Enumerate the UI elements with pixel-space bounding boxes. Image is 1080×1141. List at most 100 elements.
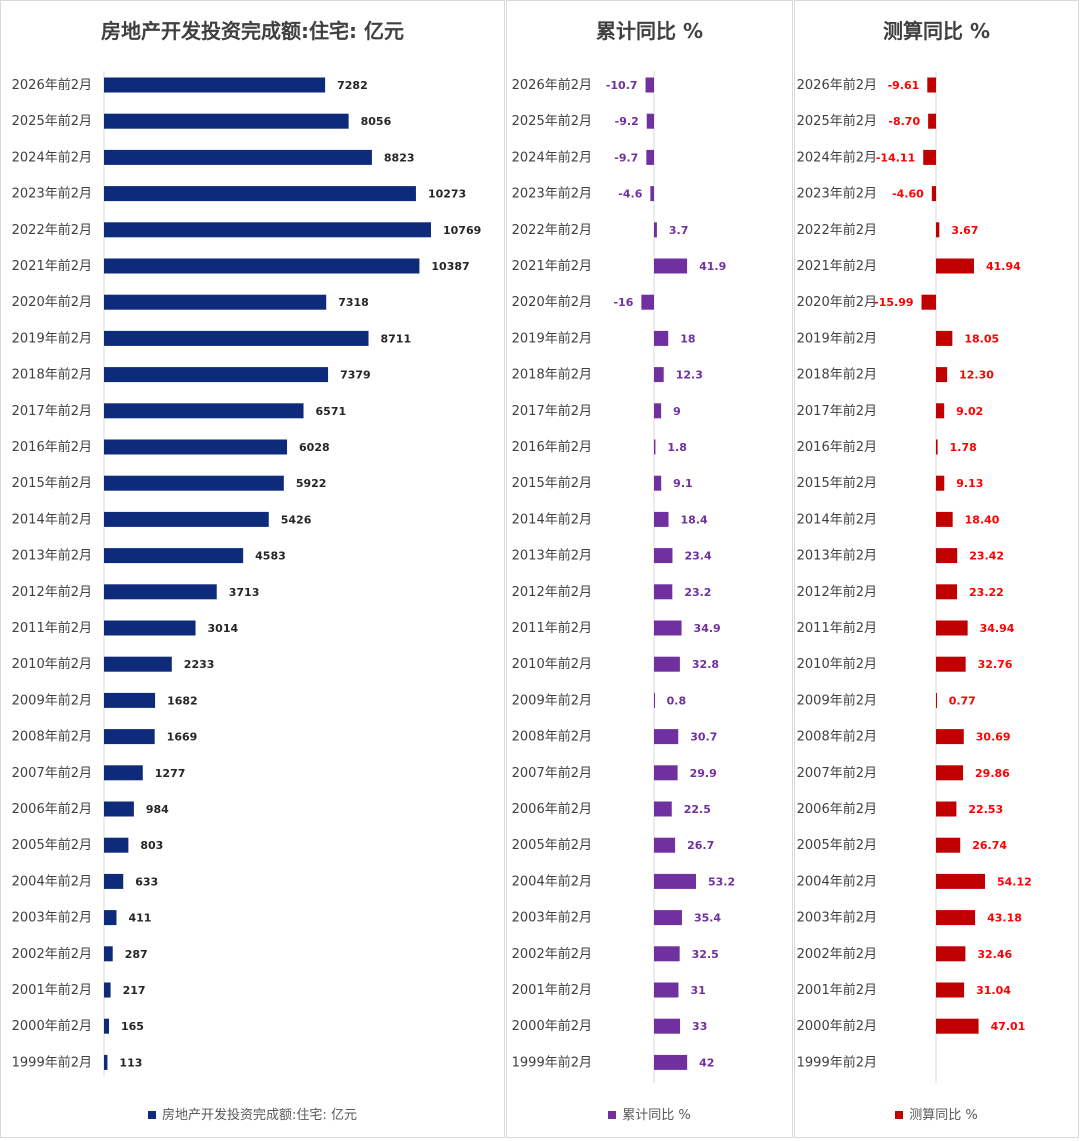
bar — [654, 1054, 688, 1070]
bar — [936, 475, 945, 491]
data-label: 32.46 — [977, 948, 1012, 961]
category-label: 2006年前2月 — [797, 801, 877, 817]
data-label: 3.67 — [951, 224, 978, 237]
category-label: 2015年前2月 — [12, 475, 92, 491]
category-label: 2017年前2月 — [512, 403, 592, 419]
bar — [104, 113, 349, 129]
bar — [654, 873, 696, 889]
category-label: 2023年前2月 — [512, 186, 592, 202]
data-label: 42 — [699, 1056, 714, 1069]
data-label: 8056 — [361, 115, 392, 128]
bar — [654, 801, 672, 817]
legend: 测算同比 % — [795, 1104, 1078, 1123]
bar — [104, 910, 117, 926]
legend-swatch — [148, 1111, 157, 1119]
bar — [936, 801, 957, 817]
data-label: 7379 — [340, 369, 371, 382]
category-label: 2019年前2月 — [12, 330, 92, 346]
bar — [936, 584, 958, 600]
bar — [104, 403, 304, 419]
category-label: 2026年前2月 — [512, 77, 592, 93]
data-label: 7318 — [338, 296, 369, 309]
category-label: 2021年前2月 — [797, 258, 877, 274]
category-label: 2005年前2月 — [797, 837, 877, 853]
bar-chart-cumulative-yoy: 2026年前2月 -10.7 2025年前2月 -9.2 2024年前2月 -9.7 202… — [512, 71, 735, 1083]
category-label: 2009年前2月 — [512, 692, 592, 708]
data-label: 1.78 — [950, 441, 977, 454]
data-label: -16 — [613, 296, 633, 309]
bar — [921, 294, 936, 310]
data-label: 5426 — [281, 513, 312, 526]
category-label: 2015年前2月 — [512, 475, 592, 491]
data-label: 10769 — [443, 224, 481, 237]
category-label: 2000年前2月 — [12, 1018, 92, 1034]
category-label: 2018年前2月 — [12, 367, 92, 383]
legend-label: 测算同比 % — [909, 1108, 978, 1123]
category-label: 2024年前2月 — [12, 149, 92, 165]
category-label: 2017年前2月 — [797, 403, 877, 419]
data-label: 217 — [123, 984, 146, 997]
data-label: 287 — [125, 948, 148, 961]
bar — [936, 837, 961, 853]
data-label: -10.7 — [606, 79, 638, 92]
data-label: 3.7 — [669, 224, 689, 237]
bar — [936, 330, 953, 346]
bar — [654, 946, 680, 962]
category-label: 2005年前2月 — [512, 837, 592, 853]
category-label: 2016年前2月 — [797, 439, 877, 455]
data-label: -4.60 — [892, 188, 924, 201]
bar — [104, 77, 326, 93]
category-label: 2013年前2月 — [12, 548, 92, 564]
bar — [936, 548, 958, 564]
category-label: 2000年前2月 — [512, 1018, 592, 1034]
bar — [641, 294, 654, 310]
bar — [654, 548, 673, 564]
category-label: 2000年前2月 — [797, 1018, 877, 1034]
bar — [104, 692, 156, 708]
data-label: 0.8 — [667, 694, 687, 707]
bar — [104, 620, 196, 636]
bar — [936, 439, 938, 455]
chart-panel-estimated-yoy: 测算同比 % 2026年前2月 -9.61 2025年前2月 -8.70 2024年前2… — [794, 0, 1079, 1138]
category-label: 2010年前2月 — [12, 656, 92, 672]
bar — [654, 222, 657, 238]
bar — [654, 729, 679, 745]
data-label: -9.7 — [614, 151, 638, 164]
category-label: 2009年前2月 — [12, 692, 92, 708]
data-label: 8823 — [384, 151, 415, 164]
category-label: 2024年前2月 — [512, 149, 592, 165]
data-label: 8711 — [381, 332, 412, 345]
bar — [654, 837, 676, 853]
category-label: 2015年前2月 — [797, 475, 877, 491]
category-label: 2013年前2月 — [512, 548, 592, 564]
bar — [927, 77, 936, 93]
data-label: 54.12 — [997, 875, 1032, 888]
category-label: 2014年前2月 — [512, 511, 592, 527]
category-label: 2021年前2月 — [12, 258, 92, 274]
bar — [654, 439, 656, 455]
category-label: 2025年前2月 — [12, 113, 92, 129]
data-label: -4.6 — [618, 188, 642, 201]
category-label: 2026年前2月 — [797, 77, 877, 93]
category-label: 2020年前2月 — [512, 294, 592, 310]
data-label: 3014 — [208, 622, 239, 635]
category-label: 2026年前2月 — [12, 77, 92, 93]
category-label: 2012年前2月 — [512, 584, 592, 600]
category-label: 2022年前2月 — [512, 222, 592, 238]
data-label: 26.74 — [972, 839, 1007, 852]
category-label: 2008年前2月 — [512, 729, 592, 745]
data-label: 23.22 — [969, 586, 1004, 599]
bar — [104, 149, 372, 165]
data-label: 29.9 — [690, 767, 717, 780]
bar — [654, 910, 682, 926]
bar — [654, 620, 682, 636]
bar — [646, 113, 654, 129]
bar — [936, 1018, 979, 1034]
category-label: 2003年前2月 — [12, 910, 92, 926]
category-label: 1999年前2月 — [12, 1054, 92, 1070]
data-label: 984 — [146, 803, 169, 816]
category-label: 2011年前2月 — [512, 620, 592, 636]
data-label: 1669 — [167, 731, 198, 744]
chart-panel-cumulative-yoy: 累计同比 % 2026年前2月 -10.7 2025年前2月 -9.2 2024年前2月… — [506, 0, 793, 1138]
bar — [923, 149, 936, 165]
